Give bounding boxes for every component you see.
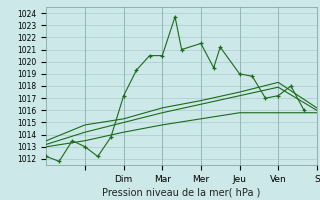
X-axis label: Pression niveau de la mer( hPa ): Pression niveau de la mer( hPa ) xyxy=(102,188,261,198)
